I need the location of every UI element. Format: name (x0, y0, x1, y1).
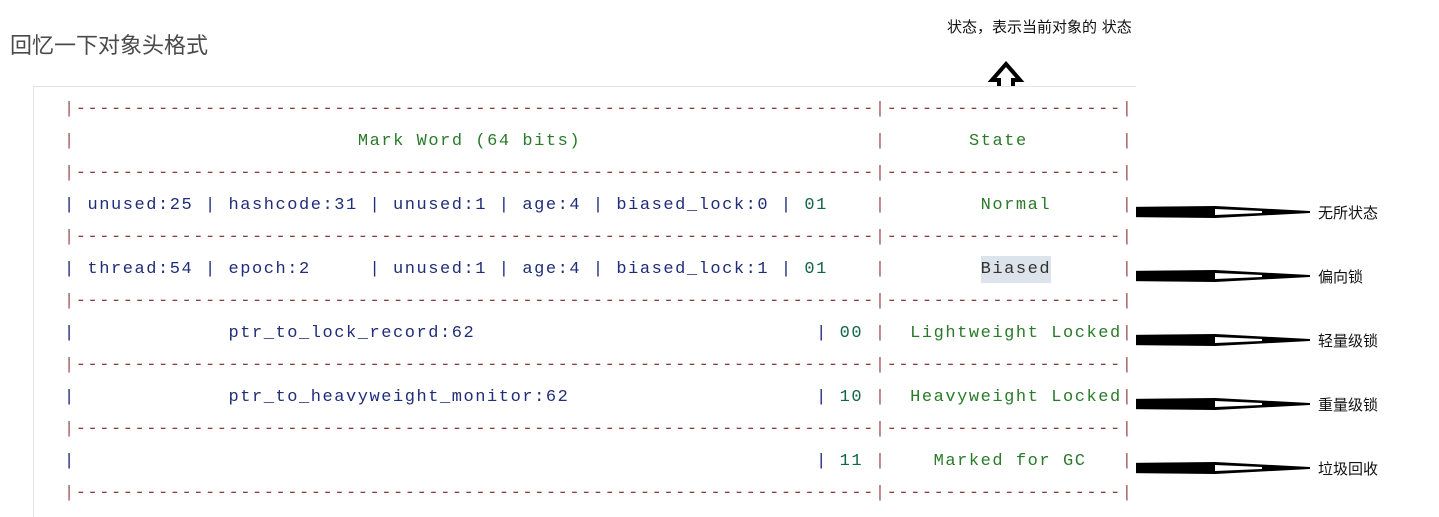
column-divider: | (64, 132, 76, 151)
column-divider: | (1121, 452, 1134, 471)
lock-bits: 10 (839, 388, 864, 407)
lock-bits: 11 (839, 452, 864, 471)
column-divider: | (874, 100, 887, 119)
separator-line: |---------------------------------------… (64, 350, 1133, 382)
arrow-group (1122, 206, 1310, 474)
separator-line: |---------------------------------------… (64, 222, 1133, 254)
row-separator: -------------------- (886, 292, 1122, 311)
table-row: | ptr_to_heavyweight_monitor:62 | 10 | H… (64, 382, 1133, 414)
lock-bits: 00 (839, 324, 864, 343)
column-divider: | (64, 164, 76, 183)
table-row: | | 11 | Marked for GC | (64, 446, 1133, 478)
row-separator: -------------------- (886, 420, 1122, 439)
row-separator: -------------------- (886, 100, 1122, 119)
page-title: 回忆一下对象头格式 (10, 34, 209, 59)
table-row: | unused:25 | hashcode:31 | unused:1 | a… (64, 190, 1133, 222)
column-divider: | (1121, 228, 1134, 247)
row-fields: | thread:54 | epoch:2 | unused:1 | age:4… (64, 260, 805, 279)
column-divider: | (874, 420, 887, 439)
column-divider: | (64, 484, 76, 503)
row-separator: -------------------- (886, 228, 1122, 247)
column-divider: | (1121, 356, 1134, 375)
state-annotation: 偏向锁 (1318, 268, 1364, 286)
separator-line: |---------------------------------------… (64, 158, 1133, 190)
column-divider: | (1121, 132, 1134, 151)
row-separator: -------------------- (886, 484, 1122, 503)
lock-bits: 01 (804, 196, 828, 215)
column-divider: | (874, 484, 887, 503)
table-row: | thread:54 | epoch:2 | unused:1 | age:4… (64, 254, 1133, 286)
state-value: Normal (980, 196, 1052, 215)
column-divider: | (1121, 260, 1134, 279)
row-fields: | unused:25 | hashcode:31 | unused:1 | a… (64, 196, 805, 215)
column-divider: | (64, 292, 76, 311)
header-row: | Mark Word (64 bits) | State | (64, 126, 1133, 158)
column-divider: | (1121, 420, 1134, 439)
state-note: 状态，表示当前对象的 状态 (947, 18, 1132, 36)
state-value: Lightweight Locked (910, 324, 1122, 343)
row-separator: ----------------------------------------… (75, 356, 875, 375)
column-divider: | (1121, 484, 1134, 503)
column-divider: | (874, 292, 887, 311)
state-annotation: 垃圾回收 (1318, 460, 1379, 478)
column-divider: | (64, 420, 76, 439)
state-annotation: 重量级锁 (1318, 396, 1379, 414)
row-fields: | ptr_to_heavyweight_monitor:62 | (64, 388, 840, 407)
row-separator: ----------------------------------------… (75, 164, 875, 183)
column-divider: | (1121, 196, 1134, 215)
column-divider: | (874, 388, 887, 407)
state-value: Biased (980, 256, 1052, 283)
column-divider: | (1121, 100, 1134, 119)
separator-line: |---------------------------------------… (64, 478, 1133, 510)
column-divider: | (1121, 388, 1134, 407)
row-separator: ----------------------------------------… (75, 484, 875, 503)
separator-line: |---------------------------------------… (64, 414, 1133, 446)
row-separator: ----------------------------------------… (75, 100, 875, 119)
lock-bits: 01 (804, 260, 828, 279)
state-value: Heavyweight Locked (910, 388, 1122, 407)
column-divider: | (64, 100, 76, 119)
separator-line: |---------------------------------------… (64, 286, 1133, 318)
column-divider: | (1121, 292, 1134, 311)
left-arrow-icon (1122, 270, 1310, 282)
row-separator: ----------------------------------------… (75, 420, 875, 439)
left-arrow-icon (1122, 334, 1310, 346)
row-separator: -------------------- (886, 164, 1122, 183)
column-divider: | (874, 356, 887, 375)
column-divider: | (1121, 324, 1134, 343)
mark-word-header: Mark Word (64 bits) (357, 132, 582, 151)
separator-line: |---------------------------------------… (64, 94, 1133, 126)
column-divider: | (874, 324, 887, 343)
row-fields: | ptr_to_lock_record:62 | (64, 324, 840, 343)
column-divider: | (874, 196, 887, 215)
state-annotation: 无所状态 (1318, 204, 1379, 222)
row-separator: ----------------------------------------… (75, 292, 875, 311)
state-value: Marked for GC (933, 452, 1087, 471)
column-divider: | (1121, 164, 1134, 183)
column-divider: | (874, 260, 887, 279)
annotation-arrows (987, 60, 1310, 474)
state-header: State (968, 132, 1028, 151)
left-arrow-icon (1122, 462, 1310, 474)
row-separator: -------------------- (886, 356, 1122, 375)
code-block (33, 86, 1136, 517)
left-arrow-icon (1122, 398, 1310, 410)
column-divider: | (874, 164, 887, 183)
table-row: | ptr_to_lock_record:62 | 00 | Lightweig… (64, 318, 1133, 350)
column-divider: | (874, 228, 887, 247)
row-separator: ----------------------------------------… (75, 228, 875, 247)
column-divider: | (874, 132, 887, 151)
row-fields: | | (64, 452, 840, 471)
state-annotation: 轻量级锁 (1318, 332, 1379, 350)
column-divider: | (64, 228, 76, 247)
left-arrow-icon (1122, 206, 1310, 218)
column-divider: | (874, 452, 887, 471)
column-divider: | (64, 356, 76, 375)
